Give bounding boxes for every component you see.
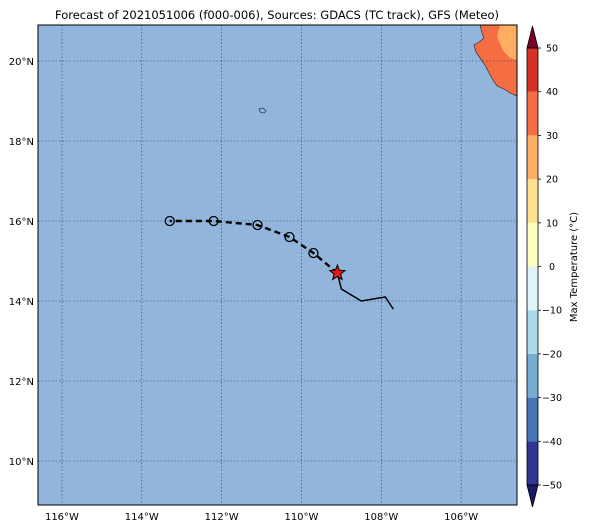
forecast-point-marker <box>208 215 219 227</box>
colorbar-tick-label: 40 <box>546 87 558 98</box>
colorbar-tick-label: −40 <box>542 437 562 448</box>
past-track-line <box>336 272 394 310</box>
colorbar-tick-label: 30 <box>546 131 558 142</box>
colorbar: −50 −40 −30 −20 −10 0 10 20 30 40 50 <box>526 25 562 508</box>
axis-labels: 116°W 114°W 112°W 110°W 108°W 106°W 10°N 12°N 14… <box>9 57 478 523</box>
colorbar-segment <box>527 222 538 267</box>
forecast-point-marker <box>308 247 319 259</box>
colorbar-tick-label: 50 <box>546 44 558 55</box>
colorbar-tick-label: 0 <box>549 262 555 273</box>
colorbar-tick-label: −10 <box>542 306 562 317</box>
colorbar-segment <box>527 179 538 223</box>
lon-tick-label: 116°W <box>45 512 79 523</box>
forecast-point-marker <box>284 231 295 243</box>
lat-tick-label: 20°N <box>9 57 34 68</box>
colorbar-label: Max Temperature (°C) <box>569 212 580 322</box>
ocean-area <box>38 25 517 505</box>
island-socorro <box>258 107 267 114</box>
lon-tick-label: 110°W <box>284 512 318 523</box>
gridlines <box>38 25 517 505</box>
colorbar-segment <box>527 91 538 136</box>
forecast-point-marker <box>164 215 175 227</box>
lon-tick-label: 108°W <box>364 512 398 523</box>
storm-tracks <box>164 215 394 310</box>
lat-tick-label: 18°N <box>9 137 34 148</box>
map-panel <box>37 24 518 506</box>
lat-tick-label: 10°N <box>9 457 34 468</box>
lat-tick-label: 16°N <box>9 217 34 228</box>
forecast-point-marker <box>252 219 263 231</box>
forecast-track-line <box>169 219 339 274</box>
map-frame <box>37 24 518 506</box>
colorbar-over-arrow <box>526 25 539 49</box>
colorbar-tick-label: −20 <box>542 349 562 360</box>
current-position-star-icon <box>328 263 347 281</box>
colorbar-tick-label: 10 <box>546 218 558 229</box>
colorbar-tick-label: 20 <box>546 175 558 186</box>
colorbar-segment <box>527 353 538 398</box>
lon-tick-label: 114°W <box>125 512 159 523</box>
colorbar-segment <box>527 310 538 354</box>
land-highland <box>497 25 517 60</box>
colorbar-segment <box>527 266 538 311</box>
lat-tick-label: 14°N <box>9 297 34 308</box>
lat-tick-label: 12°N <box>9 377 34 388</box>
colorbar-segment <box>527 135 538 180</box>
lon-tick-label: 112°W <box>205 512 239 523</box>
lon-tick-label: 106°W <box>444 512 478 523</box>
colorbar-segment <box>527 48 538 92</box>
colorbar-tick-label: −30 <box>542 393 562 404</box>
map-title: Forecast of 2021051006 (f000-006), Sourc… <box>55 8 499 22</box>
colorbar-tick-label: −50 <box>542 481 562 492</box>
colorbar-under-arrow <box>526 484 539 508</box>
colorbar-segment <box>527 397 538 442</box>
colorbar-segment <box>527 441 538 485</box>
